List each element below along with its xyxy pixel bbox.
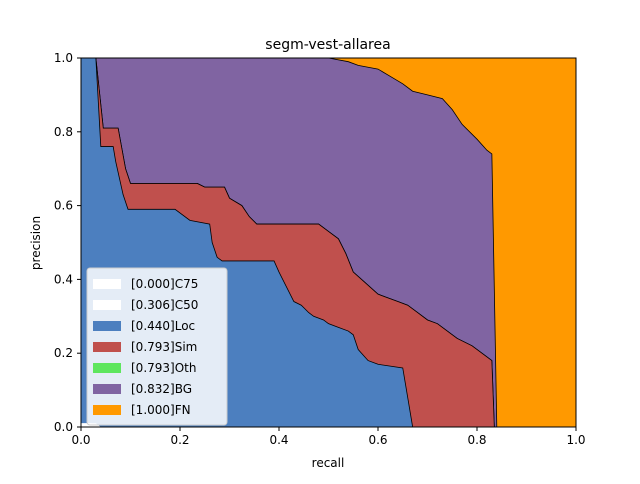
plot-frame [80,57,577,428]
legend-swatch [93,300,121,310]
legend-swatch [93,342,121,352]
boundary-bg [95,57,498,428]
x-tick-label: 0.0 [71,433,90,447]
y-tick-label: 0.4 [54,272,73,286]
boundary-sim [95,57,495,428]
legend-swatch [93,363,121,373]
legend-swatch [93,279,121,289]
legend-swatch [93,321,121,331]
legend: [0.000]C75 [0.306]C50 [0.440]Loc [0.793]Sim… [86,267,228,426]
legend-box [86,267,228,426]
x-tick-label: 0.8 [467,433,486,447]
legend-label: [0.793]Sim [131,340,197,354]
y-tick-label: 1.0 [54,51,73,65]
x-tick-label: 0.4 [269,433,288,447]
y-tick-label: 0.2 [54,346,73,360]
legend-label: [0.000]C75 [131,277,198,291]
y-tick-label: 0.8 [54,125,73,139]
legend-swatch [93,384,121,394]
legend-label: [0.306]C50 [131,298,198,312]
legend-label: [0.440]Loc [131,319,195,333]
y-axis-label: precision [29,216,43,270]
legend-label: [0.832]BG [131,382,192,396]
y-ticks: 0.0 0.2 0.4 0.6 0.8 1.0 [54,51,81,434]
x-tick-label: 0.6 [368,433,387,447]
x-tick-label: 1.0 [566,433,585,447]
chart-title: segm-vest-allarea [265,37,390,53]
x-ticks: 0.0 0.2 0.4 0.6 0.8 1.0 [71,427,586,447]
legend-swatch [93,405,121,415]
boundary-loc [95,57,414,428]
y-tick-label: 0.0 [54,420,73,434]
x-tick-label: 0.2 [170,433,189,447]
legend-label: [1.000]FN [131,403,191,417]
y-tick-label: 0.6 [54,199,73,213]
x-axis-label: recall [312,456,345,470]
legend-label: [0.793]Oth [131,361,196,375]
